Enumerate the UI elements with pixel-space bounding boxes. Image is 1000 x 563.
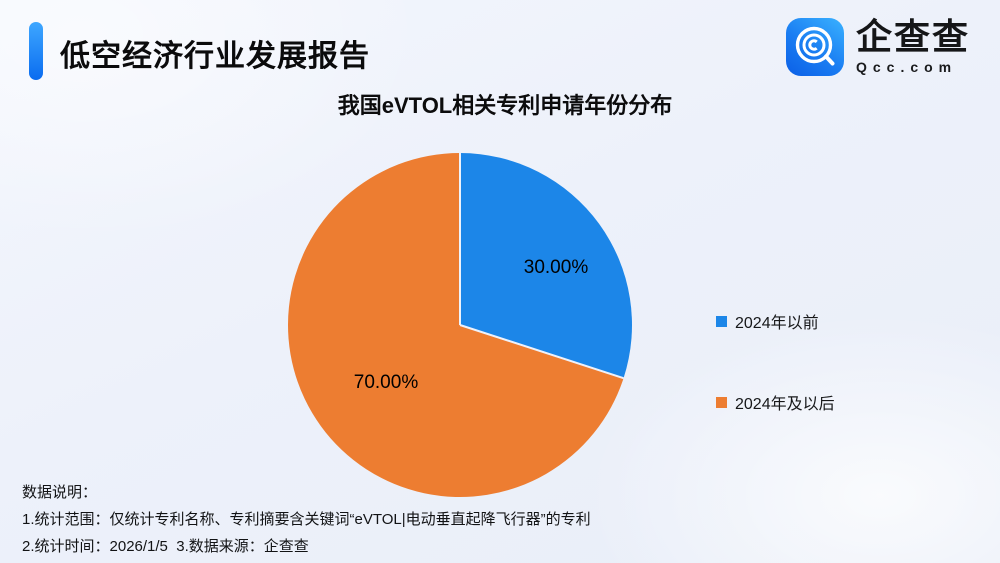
pie-svg <box>287 153 632 497</box>
report-title: 低空经济行业发展报告 <box>60 40 370 73</box>
pie-chart <box>284 149 636 501</box>
legend-label: 2024年以前 <box>735 315 819 332</box>
qcc-logo-text: 企查查 Qcc.com <box>855 16 970 76</box>
qcc-logo: 企查查 Qcc.com <box>785 16 970 76</box>
legend-label: 2024年及以后 <box>735 396 835 413</box>
legend-item-2024-after: 2024年及以后 <box>716 390 835 414</box>
notes-heading: 数据说明： <box>22 484 98 501</box>
qcc-brand-en: Qcc.com <box>855 59 958 75</box>
qcc-brand-cn: 企查查 <box>855 16 970 57</box>
header-accent-bar <box>29 22 43 80</box>
chart-legend: 2024年以前 2024年及以后 <box>716 309 835 414</box>
pie-label-2024-after: 70.00% <box>353 372 419 393</box>
data-notes: 数据说明： 1.统计范围：仅统计专利名称、专利摘要含关键词“eVTOL|电动垂直… <box>22 484 591 563</box>
legend-swatch-orange <box>716 396 727 408</box>
magnifier-q-icon <box>795 26 835 66</box>
legend-swatch-blue <box>716 315 727 327</box>
notes-scope: 1.统计范围：仅统计专利名称、专利摘要含关键词“eVTOL|电动垂直起降飞行器”… <box>22 511 591 528</box>
pie-slice-2024-after <box>287 153 624 497</box>
chart-title: 我国eVTOL相关专利申请年份分布 <box>337 93 673 118</box>
pie-label-2024-before: 30.00% <box>523 257 589 278</box>
notes-time-source: 2.统计时间：2026/1/5 3.数据来源：企查查 <box>22 538 309 555</box>
legend-item-2024-before: 2024年以前 <box>716 309 835 333</box>
pie-divider-right <box>459 324 624 380</box>
pie-slice-2024-before <box>460 153 632 379</box>
qcc-logo-icon <box>785 18 844 76</box>
